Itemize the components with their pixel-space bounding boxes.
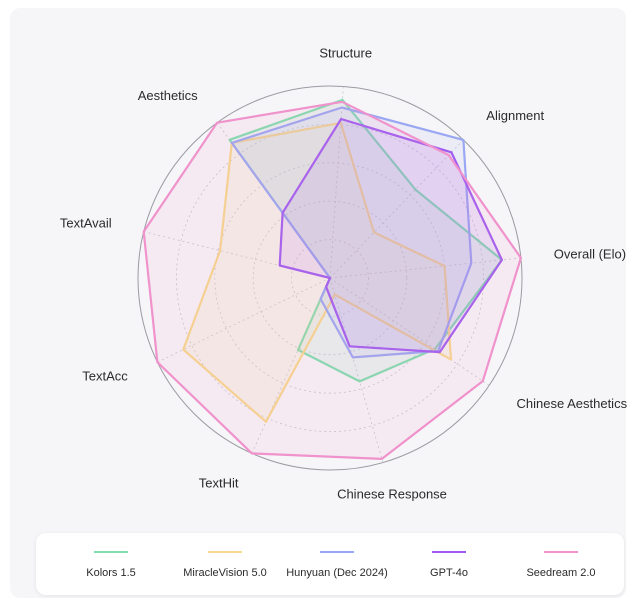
legend-label: MiracleVision 5.0 [183,567,267,579]
legend: Kolors 1.5 MiracleVision 5.0 Hunyuan (De… [36,533,624,595]
radar-grid [137,85,523,471]
axis-label: TextHit [199,476,239,491]
radar-outer-circle [137,85,523,471]
legend-label: Seedream 2.0 [526,567,596,579]
axis-label: Chinese Aesthetics [517,396,628,411]
legend-item-gpt4o: GPT-4o [390,533,508,595]
legend-swatch [432,551,466,553]
legend-label: Hunyuan (Dec 2024) [286,567,388,579]
legend-item-hunyuan: Hunyuan (Dec 2024) [278,533,396,595]
axis-label: Chinese Response [337,486,447,501]
radar-spoke [143,231,331,279]
legend-item-seedream: Seedream 2.0 [502,533,620,595]
legend-swatch [320,551,354,553]
radar-grid-ring [175,123,485,433]
axis-label: Overall (Elo) [554,247,626,262]
axis-label: Alignment [486,108,544,123]
legend-item-miraclevision: MiracleVision 5.0 [166,533,284,595]
radar-grid-ring [252,200,408,356]
legend-label: Kolors 1.5 [86,567,136,579]
radar-spoke [329,277,490,386]
legend-item-kolors: Kolors 1.5 [52,533,170,595]
series-seedream-2-0-polygon [142,100,523,460]
axis-label: Structure [319,46,372,61]
axis-label: TextAcc [82,369,128,384]
radar-spoke [329,86,344,279]
radar-spoke [329,139,464,279]
radar-spoke [329,257,521,279]
radar-axis-labels: Structure Alignment Overall (Elo) Chinese A… [60,46,628,502]
series-gpt-4o-polygon [278,117,503,354]
series-miraclevision-5-0-polygon [182,121,453,423]
radar-series [142,98,523,460]
legend-swatch [544,551,578,553]
legend-swatch [94,551,128,553]
axis-label: Aesthetics [138,88,198,103]
radar-spoke [329,277,384,463]
radar-chart: Structure Alignment Overall (Elo) Chinese A… [60,46,628,502]
axis-label: TextAvail [60,216,112,231]
radar-spoke [157,277,331,363]
legend-swatch [208,551,242,553]
legend-label: GPT-4o [430,567,468,579]
